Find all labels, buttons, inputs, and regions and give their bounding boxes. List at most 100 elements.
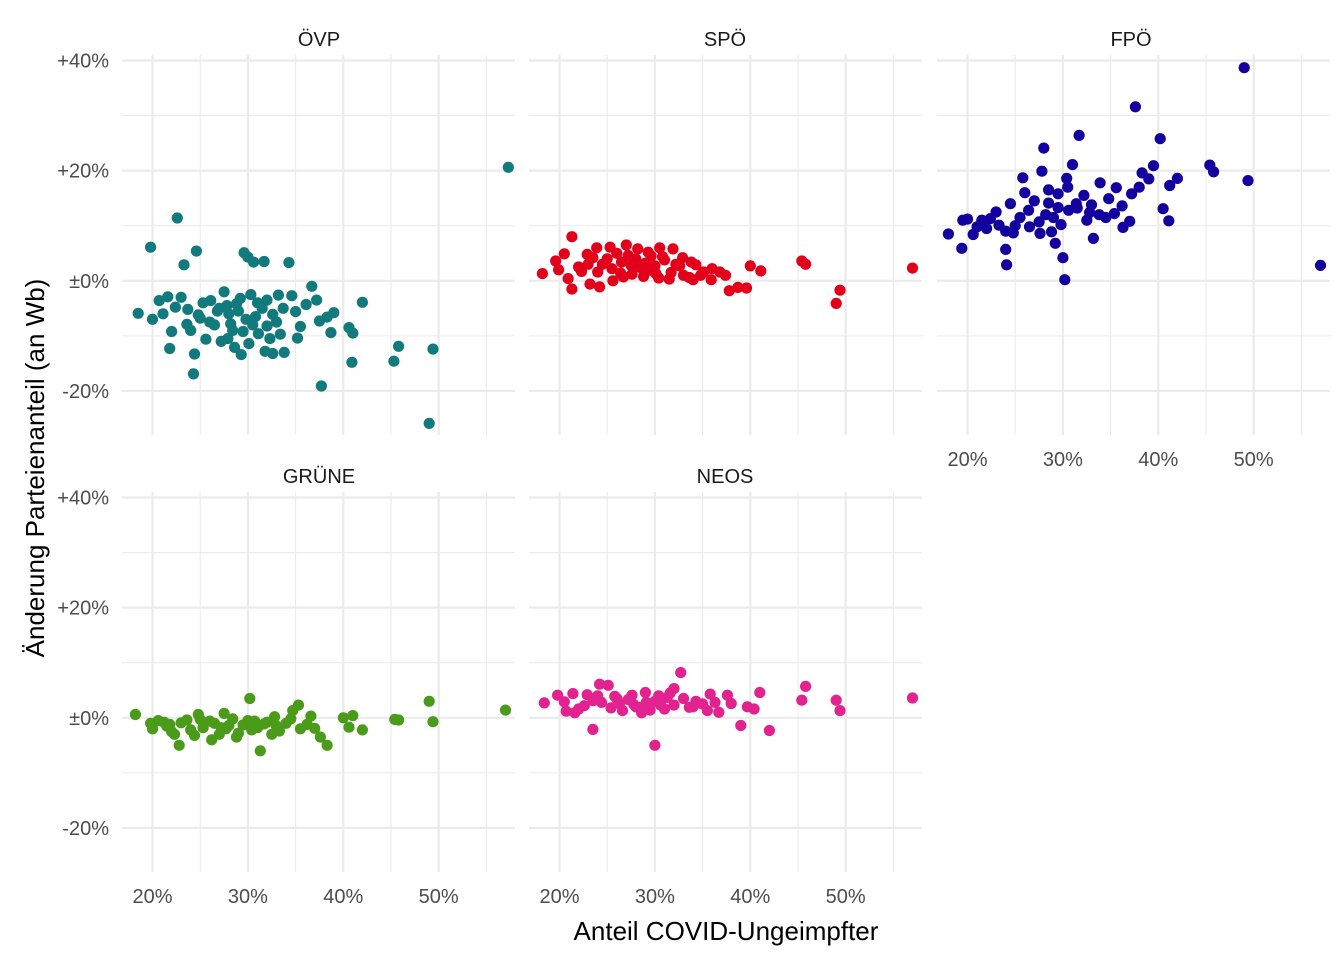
- data-point: [315, 380, 327, 392]
- data-point: [1071, 202, 1083, 214]
- data-point: [1000, 225, 1012, 237]
- data-point: [701, 705, 714, 717]
- grid-ovp: [122, 55, 515, 435]
- data-point: [709, 696, 721, 709]
- data-point: [1014, 211, 1026, 224]
- data-point: [153, 295, 165, 307]
- data-point: [1164, 179, 1176, 192]
- data-point: [166, 325, 178, 338]
- data-point: [197, 297, 209, 309]
- points-ovp: [132, 161, 514, 429]
- data-point: [246, 724, 258, 736]
- data-point: [1129, 101, 1141, 113]
- data-point: [1078, 189, 1090, 201]
- data-point: [423, 417, 435, 429]
- data-point: [221, 300, 233, 312]
- data-point: [956, 242, 968, 254]
- data-point: [211, 305, 223, 317]
- data-point: [602, 679, 614, 691]
- x-tick-label: 50%: [1234, 449, 1274, 471]
- strip-label-neos: NEOS: [697, 466, 754, 488]
- data-point: [162, 291, 174, 303]
- y-tick-label: -20%: [62, 381, 109, 403]
- data-point: [423, 695, 435, 707]
- data-point: [277, 302, 289, 314]
- data-point: [649, 739, 661, 751]
- data-point: [611, 692, 623, 705]
- data-point: [650, 268, 662, 280]
- data-point: [325, 327, 337, 339]
- data-point: [356, 724, 368, 736]
- data-point: [218, 707, 230, 720]
- data-point: [300, 298, 312, 311]
- data-point: [796, 255, 808, 267]
- data-point: [830, 694, 842, 706]
- data-point: [569, 707, 581, 719]
- data-point: [566, 283, 578, 295]
- data-point: [285, 713, 297, 725]
- points-grune: [129, 692, 512, 757]
- data-point: [244, 692, 256, 705]
- data-point: [636, 707, 648, 719]
- data-point: [223, 719, 235, 732]
- data-point: [800, 680, 812, 693]
- strip-label-fpo: FPÖ: [1110, 29, 1151, 51]
- panel-ovp: ÖVP -20% ±0% +20% +40%: [57, 29, 515, 435]
- grid-neos: [529, 492, 922, 872]
- data-point: [1163, 215, 1175, 227]
- data-point: [249, 311, 262, 323]
- data-point: [243, 338, 255, 350]
- data-point: [1023, 204, 1035, 216]
- data-point: [605, 702, 617, 714]
- data-point: [261, 294, 273, 306]
- y-axis-title: Änderung Parteienanteil (an Wb): [20, 279, 50, 658]
- data-point: [1073, 129, 1085, 141]
- data-point: [573, 261, 585, 273]
- data-point: [1147, 160, 1160, 172]
- data-point: [242, 251, 254, 263]
- data-point: [615, 267, 627, 279]
- data-point: [1057, 252, 1069, 264]
- data-point: [971, 221, 983, 233]
- panel-grune: GRÜNE 20% 30% 40% 50% -20% ±0% +20% +40%: [57, 466, 515, 908]
- data-point: [187, 368, 200, 380]
- data-point: [906, 692, 919, 704]
- data-point: [658, 703, 671, 715]
- data-point: [185, 724, 197, 736]
- data-point: [620, 239, 632, 251]
- data-point: [145, 241, 157, 253]
- data-point: [266, 728, 278, 740]
- data-point: [607, 275, 619, 287]
- data-point: [218, 286, 230, 298]
- data-point: [389, 713, 401, 726]
- data-point: [642, 246, 654, 258]
- data-point: [834, 705, 846, 717]
- data-point: [171, 212, 183, 224]
- data-point: [1047, 211, 1059, 224]
- y-tick-label: ±0%: [69, 271, 109, 293]
- data-point: [705, 274, 717, 286]
- data-point: [562, 273, 574, 285]
- strip-label-ovp: ÖVP: [298, 29, 340, 51]
- y-tick-label: +20%: [57, 161, 109, 183]
- data-point: [1242, 175, 1254, 187]
- data-point: [567, 688, 579, 700]
- data-point: [1094, 177, 1106, 189]
- data-point: [587, 723, 599, 736]
- x-tick-label: 50%: [826, 886, 866, 908]
- data-point: [1001, 259, 1013, 271]
- data-point: [286, 290, 298, 302]
- data-point: [1059, 274, 1071, 286]
- data-point: [961, 213, 974, 225]
- data-point: [706, 263, 718, 275]
- data-point: [1238, 62, 1250, 74]
- data-point: [164, 342, 176, 355]
- data-point: [321, 739, 333, 751]
- data-point: [1034, 227, 1046, 239]
- data-point: [592, 690, 604, 702]
- data-point: [981, 222, 993, 235]
- data-point: [337, 712, 349, 724]
- data-point: [311, 294, 323, 306]
- y-tick-label: +20%: [57, 598, 109, 620]
- data-point: [356, 296, 368, 308]
